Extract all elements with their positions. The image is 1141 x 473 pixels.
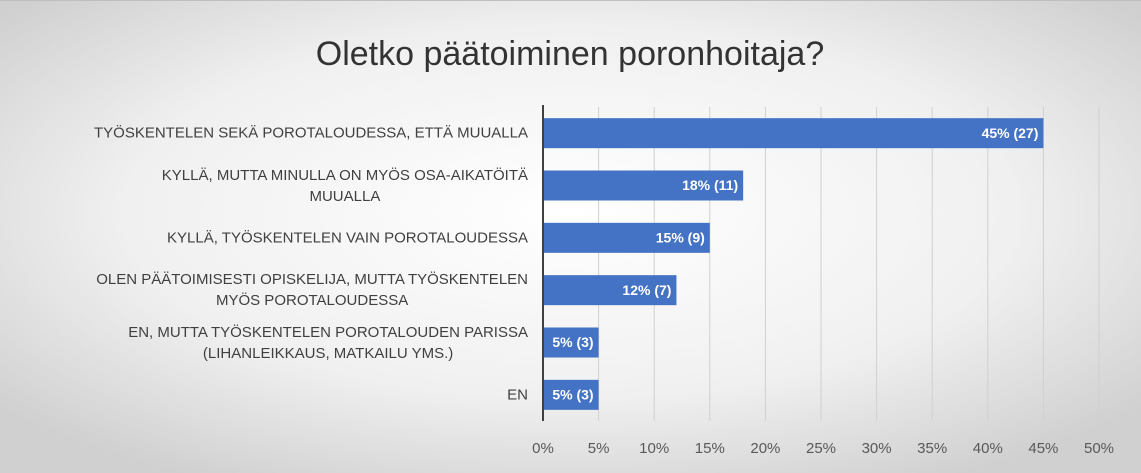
x-tick-label: 0% — [532, 440, 554, 457]
value-label: 5% (3) — [552, 387, 593, 403]
bar — [543, 170, 744, 201]
x-tick-label: 10% — [639, 440, 669, 457]
bar — [543, 222, 710, 253]
bar — [543, 379, 599, 410]
x-tick-label: 25% — [806, 440, 836, 457]
value-label: 15% (9) — [656, 230, 705, 246]
y-tick-label: KYLLÄ, MUTTA MINULLA ON MYÖS OSA-AIKATÖI… — [161, 166, 528, 205]
y-tick-label: EN — [507, 386, 528, 404]
y-tick-label: TYÖSKENTELEN SEKÄ POROTALOUDESSA, ETTÄ M… — [94, 124, 528, 142]
bar — [543, 327, 599, 358]
y-tick-label: OLEN PÄÄTOIMISESTI OPISKELIJA, MUTTA TYÖ… — [96, 271, 528, 310]
bar — [543, 275, 677, 306]
x-tick-label: 15% — [695, 440, 725, 457]
x-tick-label: 45% — [1028, 440, 1058, 457]
x-tick-label: 50% — [1084, 440, 1114, 457]
value-label: 5% (3) — [552, 334, 593, 350]
x-tick-label: 20% — [750, 440, 780, 457]
x-tick-label: 5% — [588, 440, 610, 457]
x-tick-label: 30% — [862, 440, 892, 457]
chart-title: Oletko päätoiminen poronhoitaja? — [316, 35, 824, 73]
value-label: 18% (11) — [682, 177, 738, 193]
bar — [543, 118, 1044, 149]
y-tick-label: EN, MUTTA TYÖSKENTELEN POROTALOUDEN PARI… — [128, 323, 528, 362]
value-label: 12% (7) — [622, 282, 671, 298]
x-tick-label: 40% — [973, 440, 1003, 457]
x-tick-label: 35% — [917, 440, 947, 457]
value-label: 45% (27) — [982, 125, 1039, 141]
y-tick-label: KYLLÄ, TYÖSKENTELEN VAIN POROTALOUDESSA — [167, 229, 528, 247]
